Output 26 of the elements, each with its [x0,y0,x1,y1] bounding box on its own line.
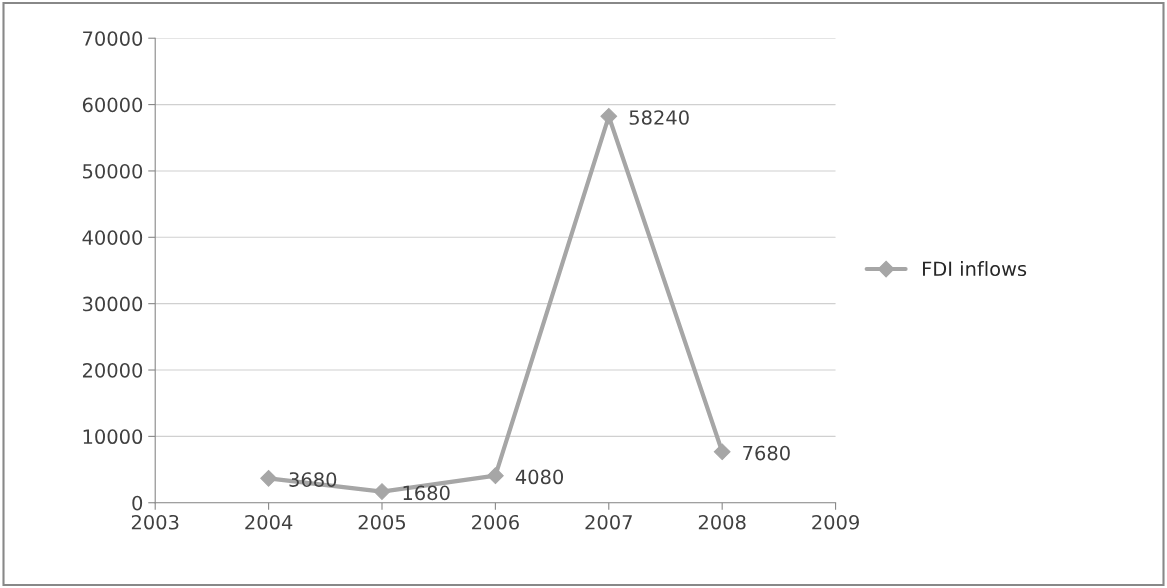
y-tick-label: 50000 [83,163,143,179]
y-tick-label: 60000 [82,97,143,113]
point [600,107,618,125]
y-tick-label: 10000 [83,429,143,445]
data-label: 4080 [515,469,564,485]
x-tick-label: 2004 [245,514,293,530]
x-tick-label: 2003 [131,514,179,530]
point [487,467,504,485]
x-tick-label: 2005 [358,514,406,530]
y-tick-label: 70000 [83,31,143,46]
data-label: 58240 [629,110,689,125]
x-tick-label: 2007 [585,514,632,530]
data-label: 7680 [743,445,790,461]
data-label: 1680 [403,485,450,501]
y-tick-label: 40000 [82,230,143,245]
point [713,443,731,461]
y-tick-label: 0 [132,495,143,511]
y-tick-label: 20000 [82,362,143,378]
point [373,483,391,500]
data-label: 3680 [289,472,337,487]
x-tick-label: 2006 [472,514,519,530]
x-tick-label: 2009 [812,514,859,530]
y-tick-label: 30000 [83,296,143,312]
legend-label: FDI inflows [923,261,1027,277]
x-tick-label: 2008 [698,514,746,530]
point [260,469,277,487]
